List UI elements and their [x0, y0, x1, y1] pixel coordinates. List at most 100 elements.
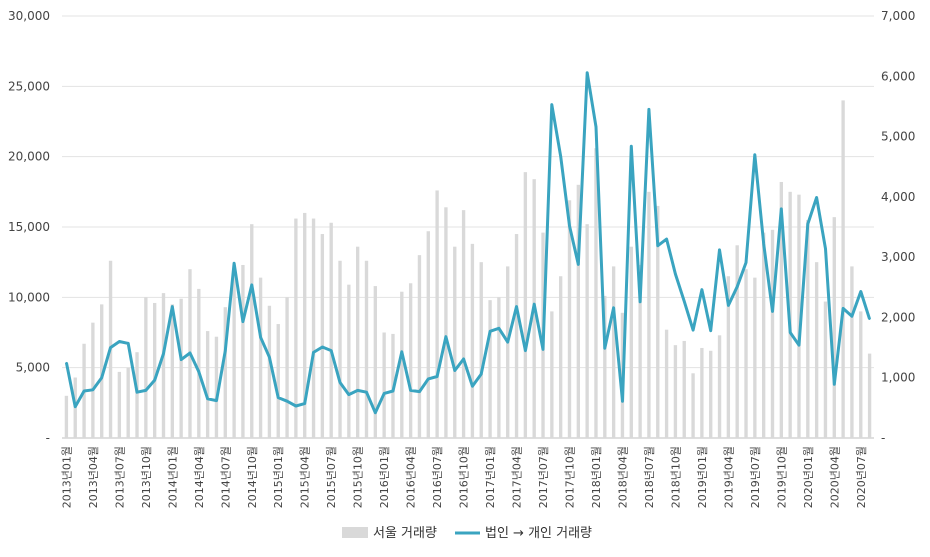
- bar: [558, 276, 563, 438]
- line-point: [418, 390, 421, 393]
- x-tick-label: 2013년04월: [87, 446, 100, 508]
- bar: [347, 284, 351, 438]
- line-point: [824, 247, 827, 250]
- line-point: [648, 108, 650, 111]
- line-point: [665, 238, 668, 240]
- y-right-tick-label: -: [881, 431, 885, 445]
- line-point: [250, 284, 253, 286]
- line-point: [109, 346, 112, 349]
- bar: [638, 264, 642, 438]
- line-point: [480, 373, 483, 375]
- x-tick-label: 2018년01월: [590, 446, 603, 508]
- x-tick-label: 2018년04월: [616, 446, 629, 508]
- line-point: [745, 261, 747, 264]
- y-left-tick-label: -: [46, 431, 50, 445]
- bar: [294, 218, 298, 438]
- bar: [523, 172, 528, 438]
- legend-label-line: 법인 → 개인 거래량: [485, 526, 592, 541]
- line-point: [127, 342, 129, 345]
- x-tick-label: 2014년07월: [219, 446, 232, 508]
- bar: [761, 232, 766, 438]
- line-point: [206, 398, 209, 400]
- line-point: [868, 318, 871, 321]
- line-point: [471, 385, 474, 387]
- line-point: [727, 304, 730, 307]
- bar: [152, 302, 157, 438]
- line-point: [383, 392, 385, 395]
- x-tick-label: 2016년04월: [405, 446, 418, 508]
- x-tick-label: 2019년07월: [749, 446, 762, 508]
- bar: [656, 205, 660, 438]
- line-point: [815, 196, 818, 199]
- y-right-tick-label: 7,000: [881, 9, 915, 23]
- bar: [806, 219, 810, 438]
- bar: [691, 373, 695, 438]
- line-point: [198, 370, 200, 373]
- bar: [117, 371, 122, 438]
- line-point: [92, 388, 94, 391]
- line-point: [515, 305, 518, 308]
- bar: [488, 300, 492, 438]
- line-point: [683, 300, 686, 302]
- y-left-tick-label: 30,000: [8, 9, 50, 23]
- x-tick-label: 2015년04월: [299, 446, 312, 508]
- line-point: [542, 348, 544, 351]
- line-point: [330, 349, 332, 352]
- bar: [629, 246, 633, 438]
- line-point: [401, 350, 403, 353]
- bar: [664, 329, 669, 438]
- line-point: [392, 390, 394, 392]
- bar: [408, 283, 413, 438]
- x-tick-label: 2015년07월: [325, 446, 338, 508]
- x-tick-label: 2015년10월: [352, 446, 365, 508]
- x-tick-label: 2016년01월: [378, 446, 391, 508]
- bar: [250, 224, 254, 438]
- bar: [603, 295, 607, 438]
- line-point: [524, 349, 527, 352]
- bar: [223, 307, 227, 438]
- line-point: [506, 341, 509, 343]
- line-point: [462, 358, 465, 360]
- bar: [673, 345, 678, 438]
- bar: [611, 266, 616, 438]
- bar: [832, 217, 836, 438]
- bar: [303, 212, 307, 438]
- line-point: [621, 400, 624, 403]
- line-point: [74, 405, 77, 408]
- y-right-tick-label: 6,000: [881, 69, 915, 83]
- line-point: [321, 346, 324, 348]
- line-point: [171, 305, 174, 308]
- line-point: [851, 315, 853, 318]
- line-point: [833, 383, 836, 386]
- line-point: [365, 391, 368, 393]
- y-left-tick-label: 15,000: [8, 220, 50, 234]
- bar: [470, 243, 475, 438]
- x-tick-label: 2013년07월: [113, 446, 126, 508]
- bar: [144, 297, 148, 438]
- bar: [382, 332, 386, 438]
- line-point: [533, 303, 535, 305]
- y-right-tick-label: 4,000: [881, 190, 915, 204]
- line-point: [568, 224, 571, 227]
- bar: [814, 262, 819, 438]
- line-point: [65, 361, 68, 364]
- bar: [373, 286, 378, 438]
- legend-label-bar: 서울 거래량: [373, 526, 437, 541]
- bar: [170, 304, 175, 438]
- line-series-corp-to-individual: [64, 71, 872, 415]
- y-right-tick-label: 1,000: [881, 371, 915, 385]
- line-point: [233, 262, 235, 264]
- line-point: [118, 340, 121, 343]
- bar: [126, 367, 130, 438]
- line-point: [348, 393, 350, 396]
- line-point: [409, 389, 412, 392]
- line-point: [312, 351, 315, 354]
- line-point: [551, 103, 553, 106]
- line-point: [559, 155, 562, 158]
- line-point: [656, 244, 659, 247]
- bar: [506, 266, 510, 438]
- bar: [364, 260, 369, 438]
- bar: [285, 297, 289, 438]
- line-point: [586, 71, 588, 74]
- bar: [100, 304, 104, 438]
